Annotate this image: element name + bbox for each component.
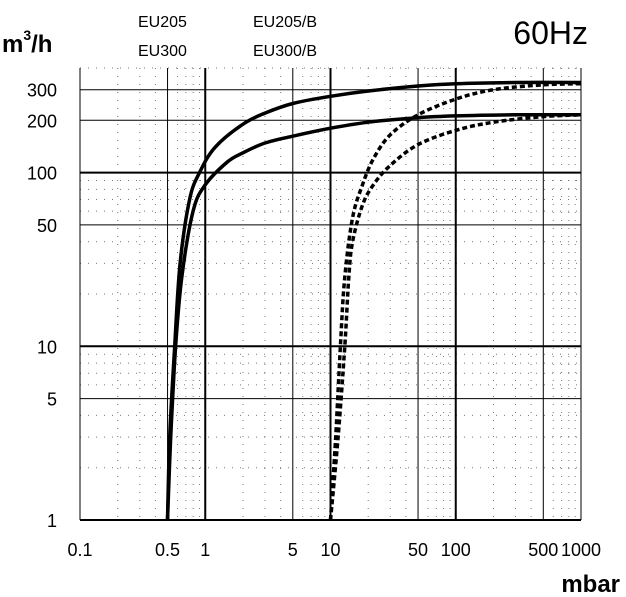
x-tick-label-1000: 1000 (561, 540, 601, 560)
y-axis-label-sup: 3 (23, 27, 31, 43)
frequency-label: 60Hz (513, 15, 588, 51)
y-axis-label-unit: /h (31, 31, 52, 58)
x-tick-label-0.1: 0.1 (67, 540, 92, 560)
x-tick-label-500: 500 (528, 540, 558, 560)
y-tick-label-50: 50 (37, 216, 57, 236)
series-layer (165, 80, 582, 521)
x-axis-label: mbar (561, 571, 620, 597)
y-tick-label-300: 300 (27, 81, 57, 101)
legend-entry-eu205-b: EU205/B (253, 14, 317, 31)
major-grid (79, 68, 582, 521)
y-tick-label-100: 100 (27, 164, 57, 184)
legend-entry-eu300-b: EU300/B (253, 43, 317, 60)
series-line-eu300 (165, 80, 582, 521)
x-tick-label-10: 10 (320, 540, 340, 560)
y-tick-label-10: 10 (37, 337, 57, 357)
x-tick-label-50: 50 (408, 540, 428, 560)
y-axis-label: m3/h (2, 27, 52, 58)
y-axis-label-base: m (2, 31, 23, 58)
legend-entry-eu300: EU300 (138, 43, 187, 60)
tick-labels: 0.1 0.5 1 5 10 50 100 500 1000 1 5 10 50 100 200 300 (27, 81, 601, 560)
y-tick-label-5: 5 (47, 390, 57, 410)
x-tick-label-0.5: 0.5 (155, 540, 180, 560)
x-tick-label-5: 5 (288, 540, 298, 560)
series-line-eu205-b (328, 113, 582, 521)
series-line-eu300-b (328, 81, 582, 521)
x-tick-label-1: 1 (200, 540, 210, 560)
y-tick-label-200: 200 (27, 111, 57, 131)
x-tick-label-100: 100 (441, 540, 471, 560)
legend-entry-eu205: EU205 (138, 14, 187, 31)
y-tick-label-1: 1 (47, 511, 57, 531)
minor-grid (80, 67, 581, 520)
series-line-eu205 (165, 113, 582, 521)
